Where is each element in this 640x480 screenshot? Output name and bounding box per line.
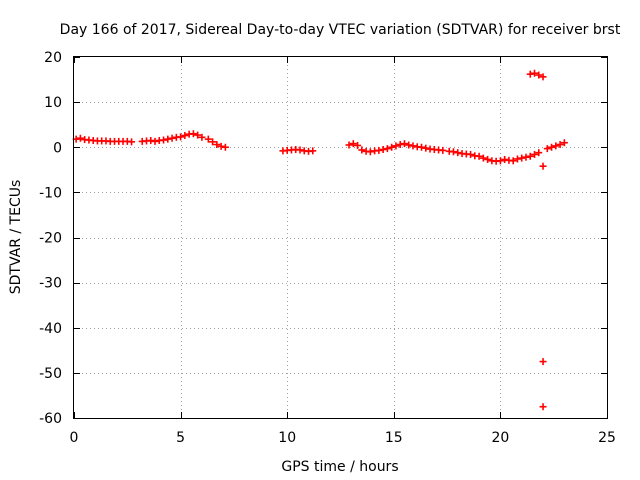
data-point bbox=[160, 136, 168, 144]
chart-title: Day 166 of 2017, Sidereal Day-to-day VTE… bbox=[60, 22, 621, 38]
y-tick-label: -50 bbox=[39, 366, 62, 382]
data-point bbox=[358, 146, 366, 154]
x-axis-label: GPS time / hours bbox=[281, 459, 398, 475]
data-point bbox=[518, 154, 526, 162]
data-point bbox=[204, 135, 212, 143]
data-point bbox=[128, 138, 136, 146]
data-point bbox=[177, 133, 185, 141]
plot-frame bbox=[73, 56, 608, 419]
y-tick-label: 10 bbox=[44, 95, 62, 111]
data-point bbox=[400, 140, 408, 148]
data-point bbox=[539, 162, 547, 170]
data-point bbox=[209, 138, 217, 146]
y-tick-label: -40 bbox=[39, 321, 62, 337]
data-point bbox=[147, 136, 155, 144]
data-point bbox=[467, 150, 475, 158]
data-point bbox=[509, 157, 517, 165]
data-point bbox=[392, 142, 400, 150]
y-tick-label: 0 bbox=[53, 140, 62, 156]
data-point bbox=[164, 135, 172, 143]
data-point bbox=[383, 145, 391, 153]
data-point bbox=[556, 141, 564, 149]
data-point bbox=[539, 73, 547, 81]
data-point bbox=[366, 148, 374, 156]
data-point bbox=[526, 152, 534, 160]
data-points bbox=[72, 69, 568, 411]
data-point bbox=[526, 70, 534, 78]
data-point bbox=[531, 69, 539, 77]
data-point bbox=[375, 146, 383, 154]
data-point bbox=[181, 132, 189, 140]
y-tick-label: -10 bbox=[39, 185, 62, 201]
data-point bbox=[189, 130, 197, 138]
data-point bbox=[409, 142, 417, 150]
data-point bbox=[198, 133, 206, 141]
data-point bbox=[151, 137, 159, 145]
grid-lines bbox=[74, 57, 607, 418]
x-tick-labels: 0 5 10 15 20 25 bbox=[70, 430, 616, 446]
x-tick-label: 25 bbox=[598, 430, 616, 446]
data-point bbox=[396, 141, 404, 149]
x-tick-label: 20 bbox=[491, 430, 509, 446]
data-point bbox=[213, 141, 221, 149]
data-point bbox=[539, 403, 547, 411]
data-point bbox=[439, 146, 447, 154]
data-point bbox=[449, 148, 457, 156]
data-point bbox=[345, 141, 353, 149]
y-tick-labels: 20 10 0 -10 -20 -30 -40 -50 -60 bbox=[39, 50, 62, 427]
data-point bbox=[309, 147, 317, 155]
data-point bbox=[418, 143, 426, 151]
data-point bbox=[194, 131, 202, 139]
y-axis-label: SDTVAR / TECUs bbox=[8, 180, 24, 295]
x-tick-label: 10 bbox=[278, 430, 296, 446]
data-point bbox=[501, 155, 509, 163]
data-point bbox=[539, 358, 547, 366]
data-point bbox=[354, 141, 362, 149]
y-tick-label: -20 bbox=[39, 231, 62, 247]
data-point bbox=[496, 157, 504, 165]
data-point bbox=[531, 150, 539, 158]
data-point bbox=[479, 154, 487, 162]
data-point bbox=[535, 149, 543, 157]
data-point bbox=[475, 152, 483, 160]
data-point bbox=[560, 139, 568, 147]
data-point bbox=[217, 142, 225, 150]
data-point bbox=[548, 143, 556, 151]
data-point bbox=[168, 134, 176, 142]
x-tick-label: 15 bbox=[385, 430, 403, 446]
data-point bbox=[388, 143, 396, 151]
data-point bbox=[422, 144, 430, 152]
data-point bbox=[535, 71, 543, 79]
data-point bbox=[221, 143, 229, 151]
data-point bbox=[543, 145, 551, 153]
data-point bbox=[296, 146, 304, 154]
y-tick-label: -60 bbox=[39, 411, 62, 427]
data-point bbox=[349, 140, 357, 148]
data-point bbox=[405, 141, 413, 149]
x-tick-label: 0 bbox=[70, 430, 79, 446]
x-tick-label: 5 bbox=[176, 430, 185, 446]
data-point bbox=[454, 149, 462, 157]
data-point bbox=[76, 134, 84, 142]
data-point bbox=[522, 153, 530, 161]
data-point bbox=[379, 146, 387, 154]
y-tick-label: -30 bbox=[39, 276, 62, 292]
data-point bbox=[552, 142, 560, 150]
data-point bbox=[484, 155, 492, 163]
data-point bbox=[513, 155, 521, 163]
axis-ticks bbox=[74, 57, 608, 419]
y-tick-label: 20 bbox=[44, 50, 62, 66]
